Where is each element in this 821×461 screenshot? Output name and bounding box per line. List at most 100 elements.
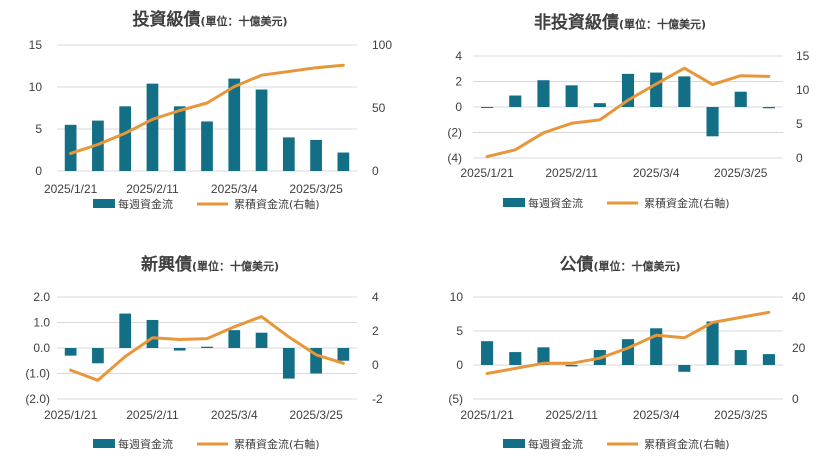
y-left-tick-label: 10 bbox=[29, 80, 43, 94]
y-left-tick-label: (1.0) bbox=[25, 367, 50, 381]
y-right-tick-label: 100 bbox=[372, 38, 392, 52]
bar-weekly-flow bbox=[173, 106, 186, 171]
bar-weekly-flow bbox=[282, 348, 295, 379]
y-right-tick-label: 20 bbox=[792, 341, 806, 355]
chart-title: 公債(單位：十億美元) bbox=[559, 254, 680, 275]
y-left-tick-label: (5) bbox=[448, 392, 463, 406]
bar-weekly-flow bbox=[734, 91, 747, 107]
bar-weekly-flow bbox=[678, 76, 691, 107]
bar-weekly-flow bbox=[173, 348, 186, 351]
legend-bar-label: 每週資金流 bbox=[118, 437, 173, 451]
bar-weekly-flow bbox=[119, 106, 132, 171]
bar-weekly-flow bbox=[481, 107, 494, 108]
line-cumulative-flow bbox=[485, 66, 771, 159]
x-tick-label: 2025/2/11 bbox=[126, 408, 179, 422]
bar-weekly-flow bbox=[310, 139, 322, 171]
x-tick-label: 2025/2/11 bbox=[545, 408, 598, 422]
chart-title-main: 投資級債 bbox=[132, 9, 200, 30]
x-tick-label: 2025/1/21 bbox=[44, 408, 98, 422]
x-tick-label: 2025/1/21 bbox=[460, 166, 514, 180]
legend-line-label: 累積資金流(右軸) bbox=[644, 196, 730, 210]
y-right-tick-label: 50 bbox=[372, 101, 386, 115]
bar-weekly-flow bbox=[64, 124, 77, 171]
x-tick-label: 2025/3/4 bbox=[211, 182, 258, 196]
x-tick-label: 2025/3/4 bbox=[633, 166, 680, 180]
y-right-tick-label: 10 bbox=[796, 83, 810, 97]
legend-bar-label: 每週資金流 bbox=[118, 197, 173, 211]
y-right-tick-label: 40 bbox=[792, 290, 806, 304]
bar-weekly-flow bbox=[282, 137, 295, 171]
x-tick-label: 2025/1/21 bbox=[44, 182, 98, 196]
bar-weekly-flow bbox=[650, 72, 663, 107]
bar-weekly-flow bbox=[255, 89, 268, 171]
y-right-tick-label: 5 bbox=[796, 117, 803, 131]
y-right-tick-label: 15 bbox=[796, 49, 810, 63]
y-left-tick-label: (4) bbox=[447, 151, 462, 165]
bar-weekly-flow bbox=[119, 313, 132, 348]
bar-weekly-flow bbox=[706, 107, 719, 137]
bar-weekly-flow bbox=[337, 348, 350, 361]
legend-bar-swatch bbox=[93, 439, 115, 448]
y-left-tick-label: 4 bbox=[455, 49, 462, 63]
x-tick-label: 2025/3/25 bbox=[289, 408, 343, 422]
y-left-tick-label: 0 bbox=[455, 100, 462, 114]
legend-bar-swatch bbox=[503, 439, 525, 448]
bar-weekly-flow bbox=[92, 348, 104, 364]
bar-weekly-flow bbox=[146, 319, 159, 348]
bar-weekly-flow bbox=[337, 152, 350, 171]
bar-weekly-flow bbox=[146, 83, 159, 171]
y-left-tick-label: 1.0 bbox=[33, 316, 50, 330]
x-tick-label: 2025/1/21 bbox=[460, 408, 514, 422]
chart-title: 投資級債(單位：十億美元) bbox=[132, 9, 287, 30]
y-right-tick-label: 0 bbox=[796, 151, 803, 165]
bar-weekly-flow bbox=[565, 365, 578, 367]
bar-weekly-flow bbox=[706, 321, 719, 365]
bar-weekly-flow bbox=[734, 350, 747, 365]
line-cumulative-flow bbox=[485, 310, 771, 375]
y-right-tick-label: 0 bbox=[372, 164, 379, 178]
line-cumulative-flow bbox=[69, 315, 345, 382]
legend-bar-label: 每週資金流 bbox=[528, 196, 583, 210]
bar-weekly-flow bbox=[228, 78, 241, 171]
legend-bar-swatch bbox=[93, 199, 115, 208]
chart-title-main: 公債 bbox=[559, 254, 593, 275]
y-left-tick-label: 0 bbox=[456, 358, 463, 372]
bar-weekly-flow bbox=[255, 332, 268, 348]
x-tick-label: 2025/2/11 bbox=[126, 182, 179, 196]
y-left-tick-label: 15 bbox=[29, 38, 43, 52]
chart-panel-1: 投資級債(單位：十億美元) 0 5 10 15 0 50 100 2025/1/21 2025/2… bbox=[29, 9, 393, 211]
y-left-tick-label: 2 bbox=[455, 75, 462, 89]
legend-line-label: 累積資金流(右軸) bbox=[234, 437, 320, 451]
x-tick-label: 2025/3/25 bbox=[289, 182, 343, 196]
y-left-tick-label: 0.0 bbox=[33, 341, 50, 355]
x-tick-label: 2025/2/11 bbox=[545, 166, 598, 180]
bar-weekly-flow bbox=[64, 348, 77, 356]
chart-title: 非投資級債(單位：十億美元) bbox=[534, 12, 706, 33]
x-tick-label: 2025/3/25 bbox=[714, 408, 768, 422]
bar-weekly-flow bbox=[678, 365, 691, 372]
bar-weekly-flow bbox=[228, 330, 241, 348]
bar-weekly-flow bbox=[509, 352, 522, 365]
y-left-tick-label: 5 bbox=[35, 122, 42, 136]
chart-title-main: 非投資級債 bbox=[534, 12, 619, 33]
x-tick-label: 2025/3/4 bbox=[633, 408, 680, 422]
bar-weekly-flow bbox=[621, 339, 635, 365]
y-right-tick-label: 0 bbox=[372, 358, 379, 372]
bar-weekly-flow bbox=[565, 85, 578, 107]
bar-weekly-flow bbox=[201, 121, 213, 171]
chart-panel-4: 公債(單位：十億美元) (5) 0 5 10 0 20 40 2025/1/21 2025/2/1… bbox=[448, 254, 805, 451]
y-right-tick-label: 0 bbox=[792, 392, 799, 406]
y-right-tick-label: -2 bbox=[372, 392, 383, 406]
chart-title-main: 新興債 bbox=[141, 254, 192, 275]
bar-weekly-flow bbox=[509, 95, 522, 107]
bar-weekly-flow bbox=[762, 107, 775, 109]
bar-weekly-flow bbox=[537, 80, 550, 107]
bar-weekly-flow bbox=[537, 347, 550, 365]
chart-title-unit: (單位：十億美元) bbox=[593, 259, 680, 273]
bar-weekly-flow bbox=[650, 328, 663, 365]
chart-title-unit: (單位：十億美元) bbox=[619, 17, 706, 31]
y-left-tick-label: (2.0) bbox=[25, 392, 50, 406]
y-left-tick-label: (2) bbox=[447, 126, 462, 140]
legend-bar-swatch bbox=[503, 198, 525, 207]
chart-panel-3: 新興債(單位：十億美元) (2.0) (1.0) 0.0 1.0 2.0 -2 0 2 4 2025… bbox=[25, 254, 383, 451]
